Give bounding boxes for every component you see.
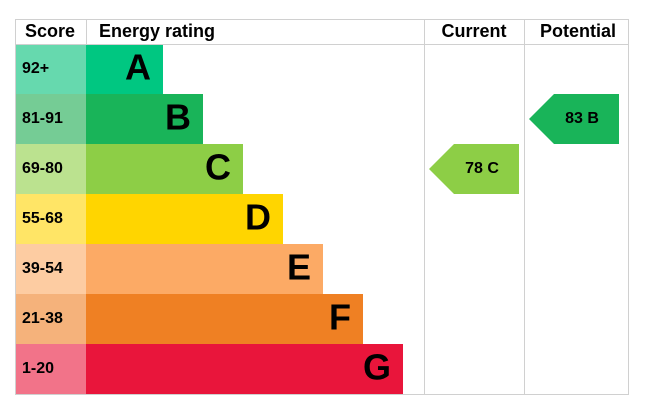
band-letter: G	[363, 347, 391, 388]
header-potential: Potential	[540, 21, 616, 41]
score-cell	[15, 244, 86, 294]
score-cell	[15, 294, 86, 344]
band-bar	[86, 294, 363, 344]
score-label: 55-68	[22, 210, 63, 227]
score-label: 21-38	[22, 310, 63, 327]
band-letter: C	[205, 147, 231, 188]
band-letter: B	[165, 97, 191, 138]
header-rating: Energy rating	[99, 21, 215, 41]
table-border	[15, 19, 629, 395]
score-cell	[15, 44, 86, 94]
potential-arrow	[529, 94, 619, 144]
score-label: 1-20	[22, 360, 54, 377]
band-letter: E	[287, 247, 311, 288]
header-score: Score	[25, 21, 75, 41]
score-label: 69-80	[22, 160, 63, 177]
band-letter: F	[329, 297, 351, 338]
band-letter: A	[125, 47, 151, 88]
score-label: 81-91	[22, 110, 63, 127]
score-cell	[15, 194, 86, 244]
band-bar	[86, 244, 323, 294]
band-letter: D	[245, 197, 271, 238]
band-bar	[86, 144, 243, 194]
score-label: 92+	[22, 60, 49, 77]
score-cell	[15, 344, 86, 394]
score-cell	[15, 94, 86, 144]
header-current: Current	[441, 21, 506, 41]
bands: 92+ A 81-91 B 69-80 C 55-68 D 39-54 E 21-38 F 1-20 G	[15, 44, 403, 394]
band-bar	[86, 94, 203, 144]
score-cell	[15, 144, 86, 194]
band-bar	[86, 344, 403, 394]
score-label: 39-54	[22, 260, 63, 277]
potential-label: 83 B	[565, 110, 599, 127]
current-arrow	[429, 144, 519, 194]
current-label: 78 C	[465, 160, 499, 177]
band-bar	[86, 194, 283, 244]
band-bar	[86, 44, 163, 94]
